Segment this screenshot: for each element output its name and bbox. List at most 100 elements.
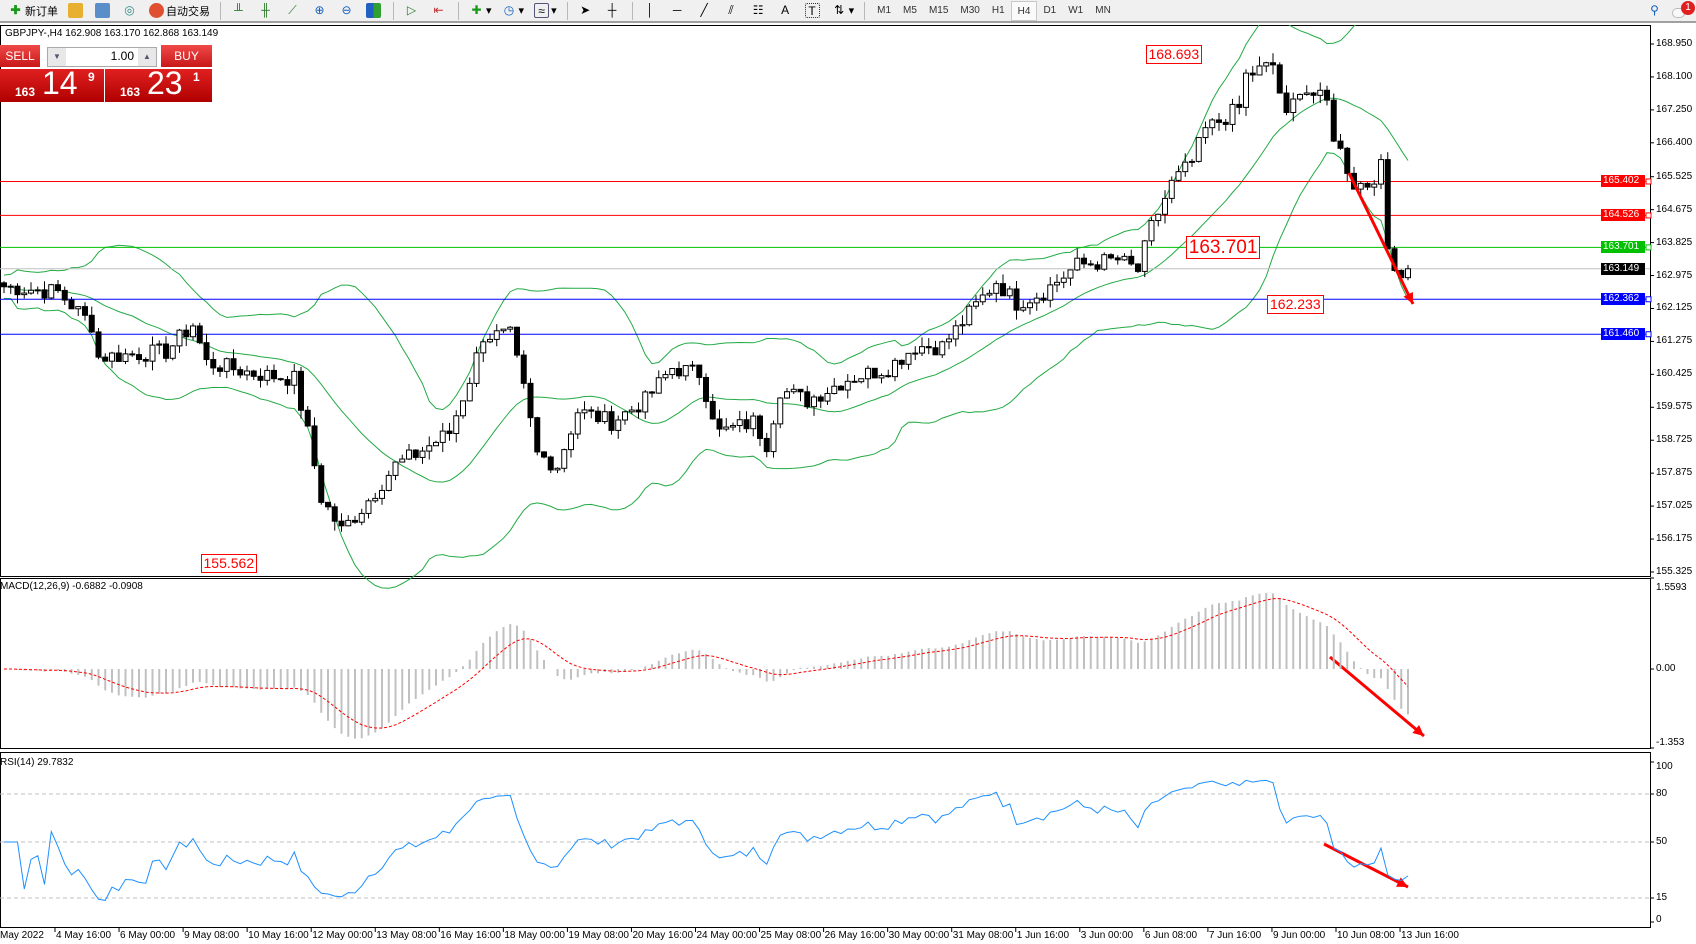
- periods-button[interactable]: ◷ ▾: [498, 1, 529, 21]
- level-label: 161.460: [1601, 328, 1645, 341]
- zoom-in-button[interactable]: ⊕: [308, 1, 333, 21]
- candle-body: [905, 352, 912, 365]
- timeframe-m15[interactable]: M15: [928, 4, 949, 16]
- search-button[interactable]: ⚲: [1643, 1, 1668, 21]
- timeframe-m1[interactable]: M1: [877, 4, 892, 16]
- history-button[interactable]: [64, 1, 89, 21]
- time-axis-label: 20 May 16:00: [632, 930, 694, 941]
- level-handle: [1645, 296, 1652, 303]
- cursor-button[interactable]: ➤: [574, 1, 599, 21]
- level-handle: [1645, 331, 1652, 338]
- candle-body: [115, 352, 122, 362]
- price-axis-label: 165.525: [1656, 170, 1693, 182]
- timeframe-w1[interactable]: W1: [1068, 4, 1084, 16]
- arrows-button[interactable]: ⇅ ▾: [828, 1, 859, 21]
- crosshair-icon: ┼: [607, 3, 617, 17]
- candle-body: [1337, 140, 1344, 149]
- candle-body: [770, 423, 777, 453]
- candle-body: [777, 397, 784, 425]
- candlestick-button[interactable]: ╫: [254, 1, 279, 21]
- candle-body: [1013, 288, 1020, 311]
- candle-body: [311, 425, 318, 467]
- timeframe-d1[interactable]: D1: [1043, 4, 1057, 16]
- timeframe-mn[interactable]: MN: [1095, 4, 1111, 16]
- divider: [220, 1, 221, 20]
- vertical-line-button[interactable]: │: [639, 1, 664, 21]
- terminal-button[interactable]: [91, 1, 116, 21]
- candle-body: [473, 352, 480, 384]
- sell-button[interactable]: SELL: [0, 45, 40, 67]
- candle-body: [331, 506, 338, 522]
- bar-chart-button[interactable]: ╨: [227, 1, 252, 21]
- candle-body: [338, 520, 345, 527]
- horizontal-line-button[interactable]: ─: [666, 1, 691, 21]
- zoom-out-button[interactable]: ⊖: [335, 1, 360, 21]
- candle-body: [1330, 99, 1337, 142]
- tile-windows-button[interactable]: [362, 1, 387, 21]
- crosshair-button[interactable]: ┼: [601, 1, 626, 21]
- indicators-button[interactable]: ✚ ▾: [465, 1, 496, 21]
- chart-canvas[interactable]: [0, 25, 1696, 944]
- chart-shift-button[interactable]: ⇤: [427, 1, 452, 21]
- candle-body: [439, 430, 446, 443]
- time-axis-label: 16 May 16:00: [440, 930, 501, 941]
- level-label: 163.701: [1601, 241, 1645, 254]
- rsi-axis-label: 0: [1656, 914, 1662, 925]
- buy-price[interactable]: 163 23 1: [105, 65, 212, 102]
- candle-body: [156, 343, 163, 346]
- sell-price[interactable]: 163 14 9: [0, 65, 104, 102]
- candle-body: [1229, 103, 1236, 125]
- price-axis-label: 166.400: [1656, 136, 1693, 148]
- candle-body: [804, 391, 811, 408]
- signals-button[interactable]: ◎: [118, 1, 143, 21]
- level-handle: [1645, 178, 1652, 185]
- candle-body: [993, 283, 1000, 294]
- templates-button[interactable]: ≈ ▾: [530, 1, 561, 21]
- price-axis-label: 162.975: [1656, 269, 1693, 281]
- channel-button[interactable]: ⫽: [720, 1, 745, 21]
- timeframe-m5[interactable]: M5: [903, 4, 917, 16]
- candle-body: [1081, 257, 1087, 265]
- arrows-icon: ⇅: [834, 3, 845, 17]
- candle-body: [979, 294, 986, 303]
- candle-body: [595, 410, 601, 423]
- line-chart-button[interactable]: ⟋: [281, 1, 306, 21]
- auto-trading-button[interactable]: 自动交易: [145, 1, 214, 21]
- vertical-line-icon: │: [646, 3, 654, 17]
- timeframe-h1[interactable]: H1: [991, 4, 1005, 16]
- text-label-button[interactable]: T: [801, 1, 826, 21]
- lot-decrease-button[interactable]: ▼: [48, 48, 66, 66]
- buy-button[interactable]: BUY: [161, 45, 212, 67]
- candle-body: [898, 359, 905, 365]
- level-handle: [1645, 244, 1652, 251]
- candle-body: [453, 415, 460, 435]
- new-order-button[interactable]: ✚ 新订单: [4, 1, 62, 21]
- candle-body: [7, 285, 14, 288]
- lot-increase-button[interactable]: ▲: [138, 48, 156, 66]
- candle-body: [1263, 62, 1270, 67]
- lot-size-field[interactable]: ▼ 1.00 ▲: [47, 47, 157, 67]
- candle-body: [149, 344, 156, 362]
- candle-body: [1364, 182, 1371, 188]
- time-axis-label: 10 Jun 08:00: [1337, 930, 1395, 941]
- lot-value[interactable]: 1.00: [110, 49, 134, 63]
- fibonacci-button[interactable]: ☷: [747, 1, 772, 21]
- timeframe-h4[interactable]: H4: [1010, 0, 1038, 21]
- notifications-button[interactable]: 1: [1670, 0, 1696, 21]
- text-button[interactable]: A: [774, 1, 799, 21]
- candle-body: [541, 451, 547, 458]
- candle-body: [250, 370, 257, 377]
- trendline-button[interactable]: ╱: [693, 1, 718, 21]
- auto-scroll-button[interactable]: ▷: [400, 1, 425, 21]
- candle-body: [372, 497, 379, 502]
- price-axis-label: 157.025: [1656, 500, 1693, 512]
- candle-body: [1317, 89, 1324, 96]
- timeframe-m30[interactable]: M30: [960, 4, 980, 16]
- zoom-in-icon: ⊕: [314, 3, 325, 17]
- candle-body: [1108, 254, 1114, 259]
- equidistant-channel-icon: ⫽: [728, 3, 734, 17]
- candle-body: [1141, 240, 1148, 272]
- candle-body: [1067, 269, 1074, 279]
- candle-body: [1270, 62, 1276, 66]
- candle-body: [493, 330, 500, 340]
